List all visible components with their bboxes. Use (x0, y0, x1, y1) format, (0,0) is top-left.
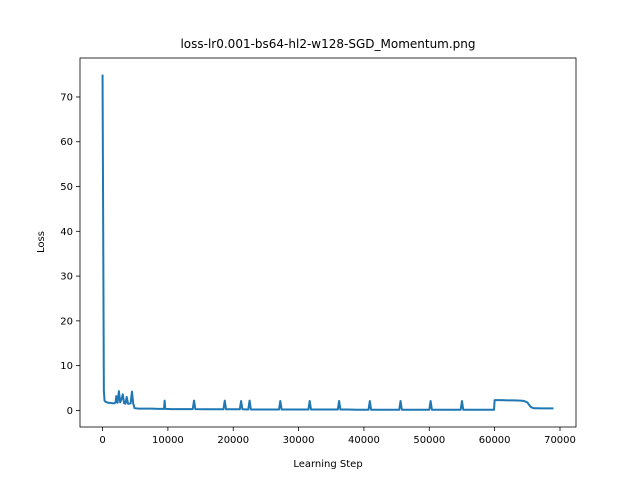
y-tick-label: 20 (60, 316, 73, 327)
x-tick-label: 60000 (479, 435, 511, 446)
x-axis-label: Learning Step (293, 459, 362, 470)
y-tick-label: 40 (60, 227, 73, 238)
chart-title: loss-lr0.001-bs64-hl2-w128-SGD_Momentum.… (180, 37, 475, 51)
y-axis: 0 10 20 30 40 50 60 70 (60, 92, 80, 417)
y-tick-label: 10 (60, 361, 73, 372)
y-tick-label: 50 (60, 182, 73, 193)
x-tick-label: 20000 (217, 435, 249, 446)
x-tick-label: 0 (99, 435, 105, 446)
series-line-loss (101, 74, 554, 411)
y-tick-label: 70 (60, 92, 73, 103)
y-tick-label: 30 (60, 272, 73, 283)
x-tick-label: 50000 (413, 435, 445, 446)
x-tick-label: 10000 (152, 435, 184, 446)
plot-area (101, 74, 554, 411)
y-axis-label: Loss (36, 231, 47, 253)
x-axis: 0 10000 20000 30000 40000 50000 60000 70000 (99, 427, 576, 446)
y-tick-label: 0 (67, 406, 73, 417)
x-tick-label: 30000 (283, 435, 315, 446)
x-tick-label: 40000 (348, 435, 380, 446)
x-tick-label: 70000 (544, 435, 576, 446)
axes-frame (79, 57, 577, 428)
y-tick-label: 60 (60, 137, 73, 148)
